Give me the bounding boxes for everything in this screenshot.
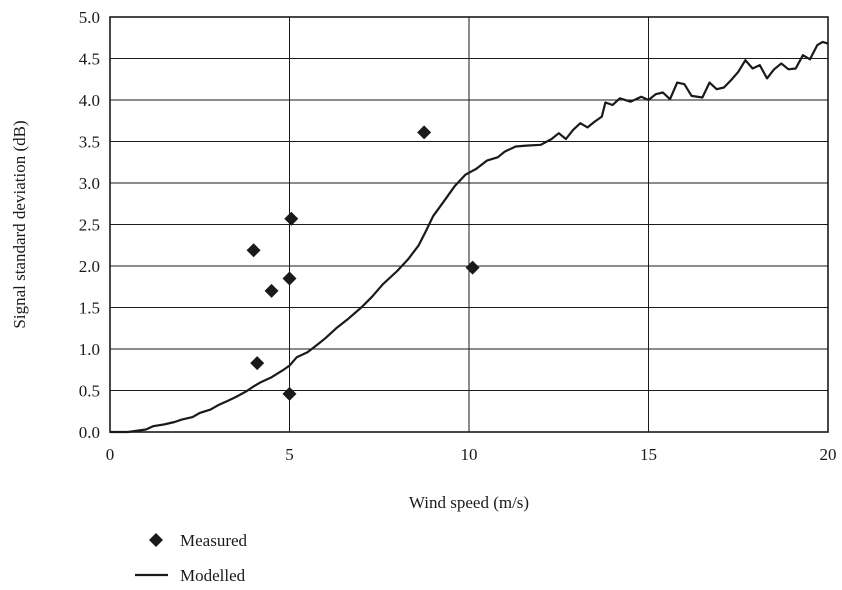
legend: Measured Modelled [135,531,248,585]
y-tick-label: 5.0 [79,8,100,27]
y-tick-label: 1.0 [79,340,100,359]
measured-data-point [282,386,297,401]
legend-item-measured: Measured [149,531,248,550]
x-axis-title: Wind speed (m/s) [409,493,529,512]
measured-data-point [417,125,432,140]
legend-label-measured: Measured [180,531,248,550]
y-tick-label: 4.0 [79,91,100,110]
plot-area-frame [109,16,829,433]
y-tick-label: 4.5 [79,50,100,69]
measured-data-point [250,356,265,371]
x-tick-label: 20 [820,445,837,464]
measured-data-point [465,260,480,275]
y-tick-label: 3.5 [79,133,100,152]
y-tick-label: 1.5 [79,299,100,318]
grid-lines [109,16,829,433]
x-tick-label: 15 [640,445,657,464]
measured-data-point [264,283,279,298]
modelled-series-line [110,40,829,434]
x-axis-tick-labels: 0 5 10 15 20 [106,445,837,464]
measured-data-point [246,243,261,258]
x-tick-label: 5 [285,445,294,464]
y-tick-label: 0.0 [79,423,100,442]
legend-diamond-marker-icon [149,533,163,547]
y-axis-tick-labels: 0.0 0.5 1.0 1.5 2.0 2.5 3.0 3.5 4.0 4.5 5.0 [79,8,100,442]
measured-data-point [282,271,297,286]
measured-data-point [284,211,299,226]
y-tick-label: 2.0 [79,257,100,276]
x-tick-label: 10 [461,445,478,464]
x-tick-label: 0 [106,445,115,464]
y-axis-title: Signal standard deviation (dB) [10,120,29,328]
legend-item-modelled: Modelled [135,566,246,585]
y-tick-label: 2.5 [79,216,100,235]
y-tick-label: 0.5 [79,382,100,401]
data-series [110,40,829,434]
legend-label-modelled: Modelled [180,566,246,585]
y-tick-label: 3.0 [79,174,100,193]
